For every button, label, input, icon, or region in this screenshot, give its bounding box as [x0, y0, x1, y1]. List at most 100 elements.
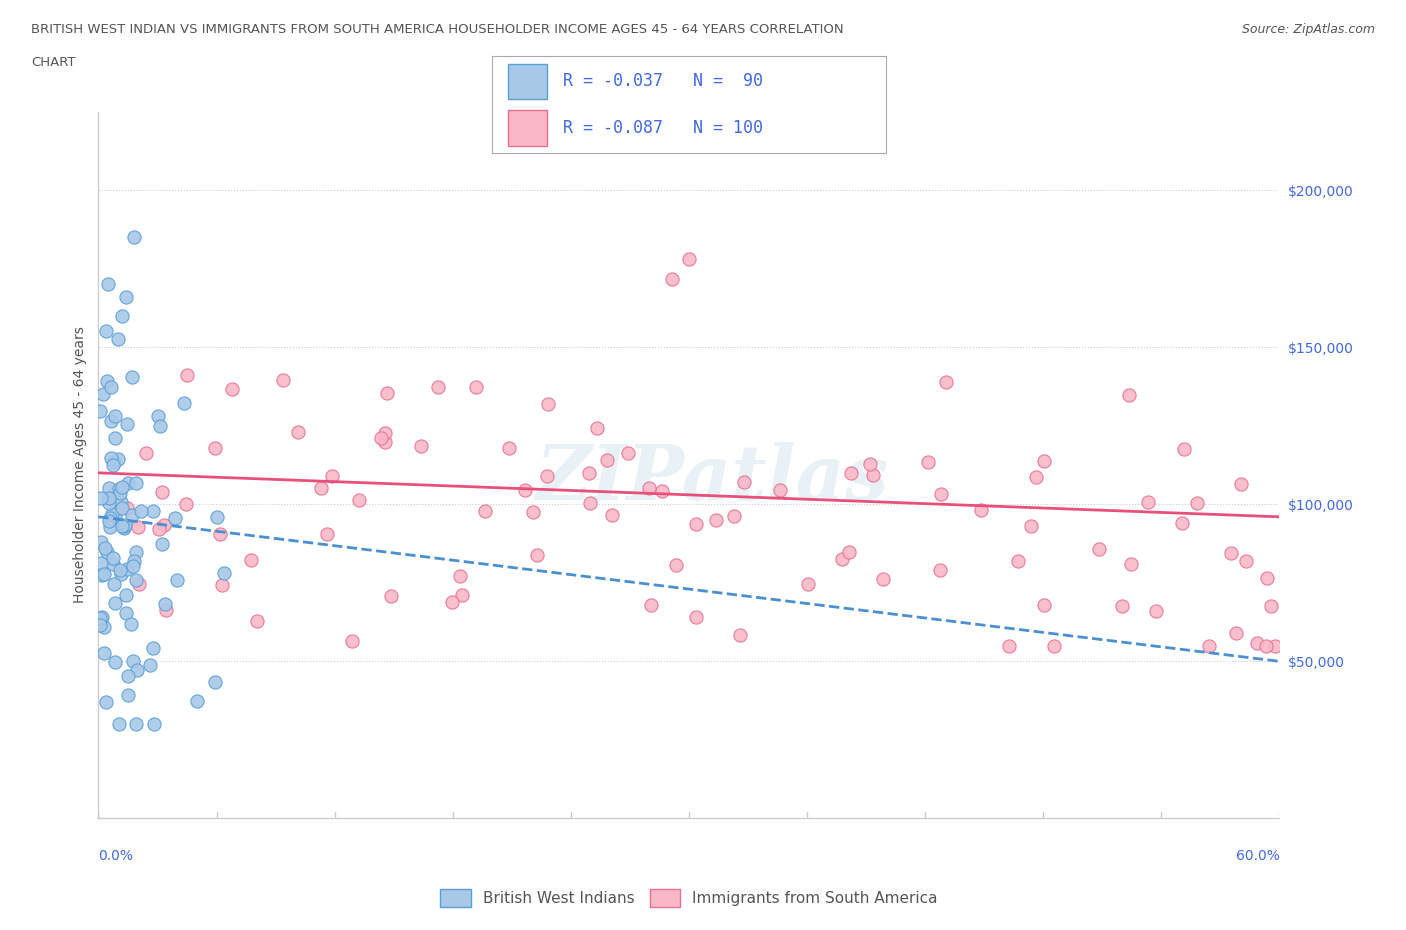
Point [98, 495, 121, 510]
Point [90, 491, 112, 506]
Point [103, 577, 125, 591]
Text: CHART: CHART [31, 56, 76, 69]
Point [1230, 477, 1253, 492]
Point [1033, 453, 1056, 468]
Point [104, 409, 127, 424]
Point [859, 457, 882, 472]
Point [98, 491, 121, 506]
Point [93, 619, 115, 634]
Point [128, 577, 150, 591]
Point [90, 535, 112, 550]
Point [97, 277, 120, 292]
Point [537, 397, 560, 412]
Point [309, 481, 332, 496]
Point [287, 425, 309, 440]
Point [1136, 494, 1159, 509]
Point [166, 572, 188, 587]
Point [380, 589, 402, 604]
Point [91, 567, 114, 582]
Point [121, 654, 143, 669]
Point [104, 486, 127, 501]
Point [111, 500, 134, 515]
Point [205, 510, 228, 525]
Point [1246, 635, 1268, 650]
Point [1146, 604, 1168, 618]
Point [661, 272, 683, 286]
Point [474, 504, 496, 519]
Point [125, 663, 148, 678]
Point [1032, 597, 1054, 612]
Point [239, 552, 262, 567]
Point [115, 290, 138, 305]
Point [163, 511, 186, 525]
Point [464, 379, 486, 394]
Point [110, 495, 132, 510]
Point [121, 508, 143, 523]
Point [998, 638, 1021, 653]
Point [839, 465, 862, 480]
Point [246, 614, 269, 629]
Point [536, 469, 558, 484]
Point [209, 526, 232, 541]
Point [340, 633, 363, 648]
Point [221, 382, 243, 397]
Point [96, 545, 118, 560]
Text: R = -0.087   N = 100: R = -0.087 N = 100 [562, 119, 763, 137]
Point [1111, 599, 1133, 614]
Point [103, 455, 125, 470]
Point [117, 687, 139, 702]
Point [204, 440, 226, 455]
Text: R = -0.037   N =  90: R = -0.037 N = 90 [562, 73, 763, 90]
Point [176, 497, 198, 512]
Point [872, 571, 894, 586]
Point [347, 493, 370, 508]
Point [374, 426, 396, 441]
Text: Source: ZipAtlas.com: Source: ZipAtlas.com [1241, 23, 1375, 36]
Point [1171, 515, 1194, 530]
Point [104, 655, 127, 670]
Point [651, 484, 673, 498]
Point [91, 387, 114, 402]
Legend: British West Indians, Immigrants from South America: British West Indians, Immigrants from So… [434, 884, 943, 913]
Point [108, 485, 131, 500]
Point [107, 482, 129, 497]
Point [129, 503, 152, 518]
Point [94, 694, 117, 709]
Point [515, 483, 537, 498]
Point [103, 556, 125, 571]
Point [121, 369, 143, 384]
Point [440, 594, 463, 609]
Point [139, 658, 162, 672]
Bar [508, 111, 547, 146]
Point [89, 610, 111, 625]
Point [120, 617, 142, 631]
Point [596, 453, 619, 468]
Point [173, 396, 195, 411]
Point [211, 578, 233, 593]
Point [578, 465, 600, 480]
Point [104, 431, 127, 445]
Point [374, 434, 396, 449]
Point [91, 609, 114, 624]
Point [98, 511, 121, 525]
Point [176, 368, 198, 383]
Point [98, 513, 121, 528]
Point [370, 431, 392, 445]
Point [1234, 553, 1257, 568]
Point [115, 588, 138, 603]
Text: ZIPatlas: ZIPatlas [536, 442, 889, 516]
Point [640, 597, 662, 612]
Point [100, 379, 122, 394]
Point [665, 557, 688, 572]
Point [125, 717, 148, 732]
Point [93, 645, 115, 660]
Point [449, 568, 471, 583]
Point [1173, 442, 1195, 457]
Point [316, 526, 339, 541]
Point [271, 372, 294, 387]
Point [125, 476, 148, 491]
Point [522, 505, 544, 520]
Point [1264, 638, 1286, 653]
Point [125, 572, 148, 587]
Point [212, 565, 235, 580]
